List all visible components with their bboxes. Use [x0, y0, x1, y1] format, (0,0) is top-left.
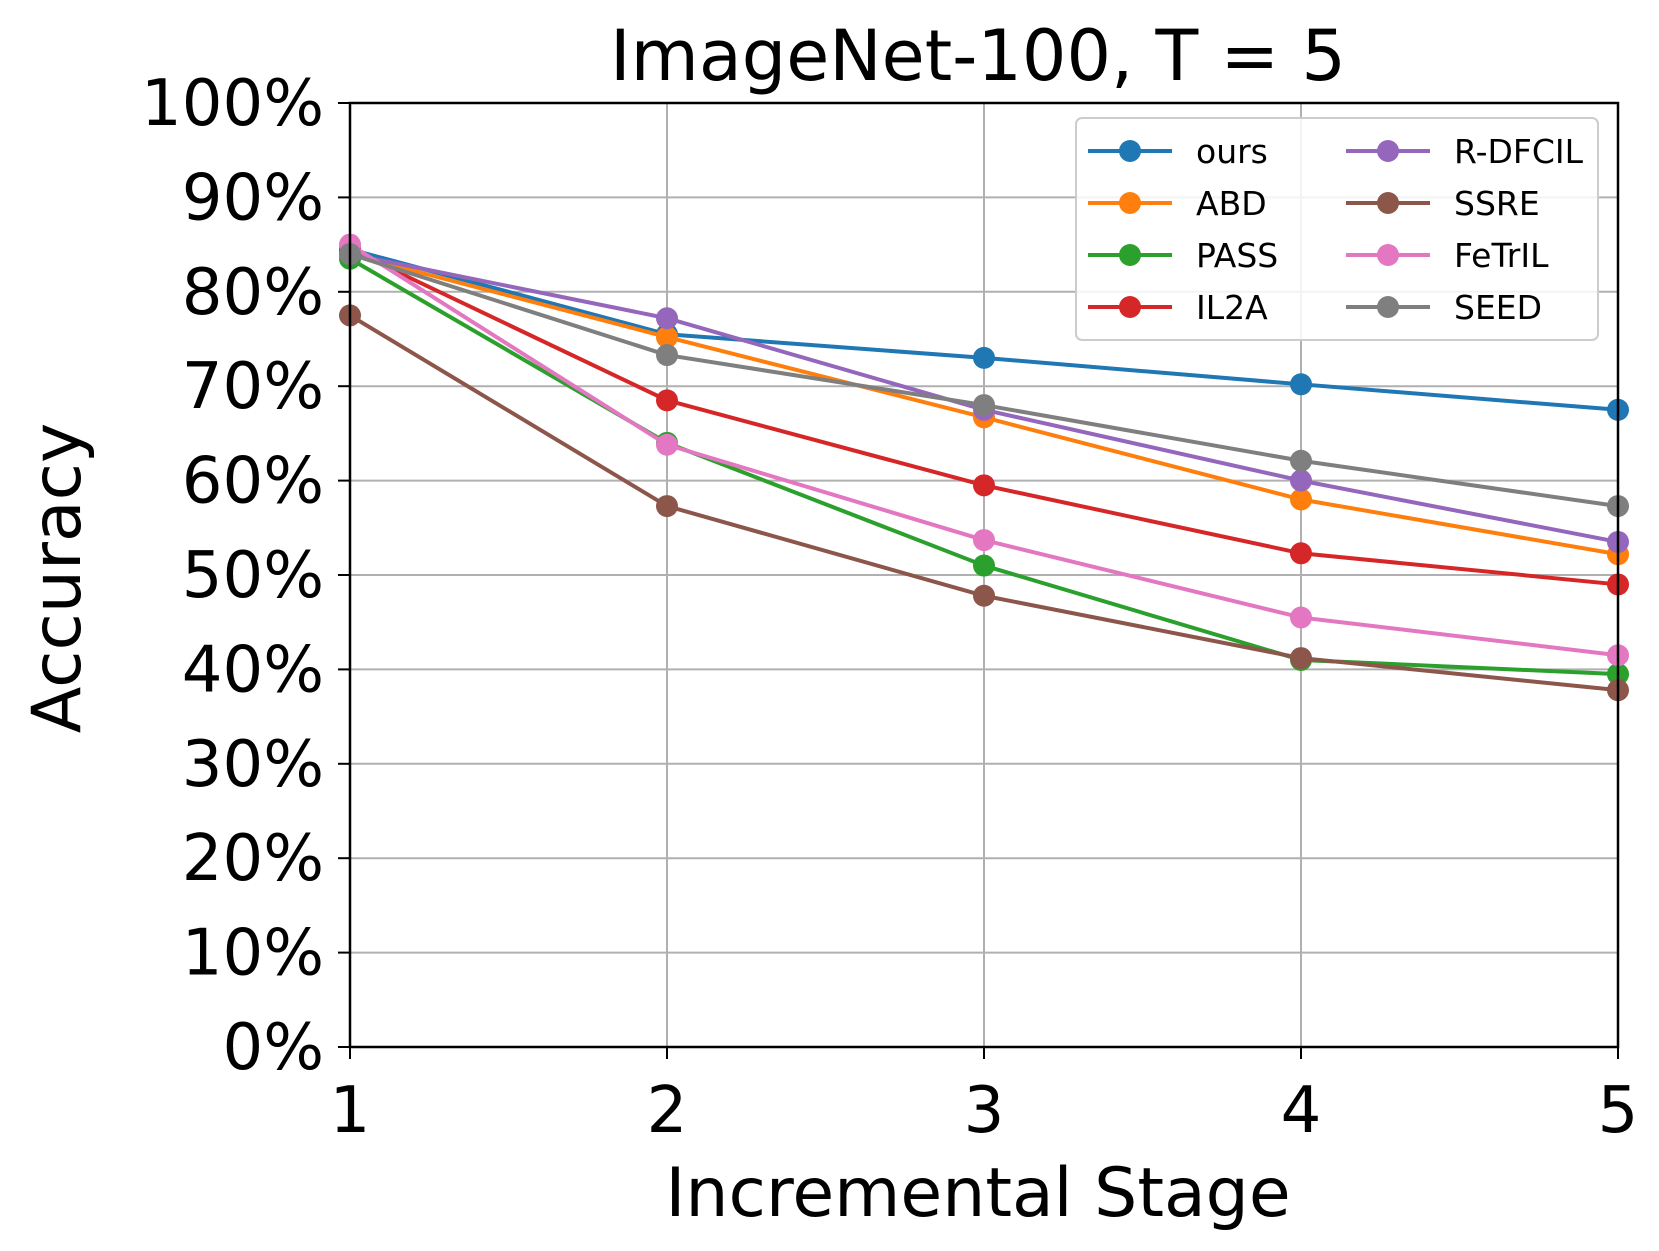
legend-label: ours	[1196, 132, 1268, 171]
data-point	[1290, 647, 1312, 670]
data-point	[973, 584, 995, 607]
data-point	[656, 389, 678, 412]
legend-marker	[1377, 192, 1399, 214]
legend-label: ABD	[1196, 184, 1267, 223]
series-ssre	[339, 304, 1629, 702]
legend-item: FeTrIL	[1346, 236, 1549, 275]
y-tick-label: 60%	[182, 445, 324, 519]
y-axis-label: Accuracy	[18, 423, 97, 733]
data-point	[656, 433, 678, 456]
y-tick-label: 70%	[182, 350, 324, 424]
legend-label: SSRE	[1454, 184, 1540, 223]
y-tick-label: 40%	[182, 633, 324, 707]
x-tick-label: 5	[1598, 1074, 1639, 1148]
axis-ticks: 0% 10% 20% 30% 40% 50% 60% 70% 80% 90% 100% 1 2 3 4 5	[141, 67, 1638, 1148]
x-tick-label: 1	[330, 1074, 371, 1148]
data-point	[1290, 488, 1312, 511]
x-axis-label: Incremental Stage	[665, 1154, 1290, 1233]
legend-marker	[1377, 296, 1399, 318]
data-point	[973, 554, 995, 577]
data-point	[656, 326, 678, 349]
legend-item: ABD	[1088, 184, 1267, 223]
data-point	[1290, 542, 1312, 565]
x-tick-label: 4	[1281, 1074, 1322, 1148]
legend: ours ABD PASS IL2A R-DFCIL SSRE FeTrIL SEED	[1075, 117, 1599, 341]
y-tick-label: 80%	[182, 256, 324, 330]
data-point	[973, 529, 995, 552]
legend-item: SEED	[1346, 288, 1542, 327]
data-point	[1290, 469, 1312, 492]
legend-marker	[1377, 140, 1399, 162]
series-fetril	[339, 233, 1629, 667]
legend-marker	[1119, 140, 1141, 162]
legend-label: IL2A	[1196, 288, 1268, 327]
data-point	[1290, 449, 1312, 472]
legend-label: SEED	[1454, 288, 1542, 327]
legend-label: PASS	[1196, 236, 1278, 275]
legend-marker	[1119, 296, 1141, 318]
legend-marker	[1119, 244, 1141, 266]
y-tick-label: 20%	[182, 822, 324, 896]
series-group	[339, 233, 1629, 702]
y-tick-label: 100%	[141, 67, 324, 141]
data-point	[1290, 373, 1312, 396]
y-tick-label: 30%	[182, 728, 324, 802]
data-point	[973, 394, 995, 417]
legend-marker	[1119, 192, 1141, 214]
legend-box	[1075, 117, 1599, 341]
data-point	[656, 344, 678, 367]
data-point	[1290, 606, 1312, 629]
legend-item: PASS	[1088, 236, 1278, 275]
legend-label: R-DFCIL	[1454, 132, 1584, 171]
chart-title: ImageNet-100, T = 5	[610, 15, 1346, 97]
legend-marker	[1377, 244, 1399, 266]
legend-item: R-DFCIL	[1346, 132, 1584, 171]
legend-item: ours	[1088, 132, 1268, 171]
legend-item: SSRE	[1346, 184, 1540, 223]
y-tick-label: 90%	[182, 161, 324, 235]
y-tick-label: 50%	[182, 539, 324, 613]
y-tick-label: 10%	[182, 917, 324, 991]
data-point	[973, 474, 995, 497]
data-point	[656, 495, 678, 518]
legend-item: IL2A	[1088, 288, 1268, 327]
data-point	[656, 307, 678, 330]
x-tick-label: 2	[647, 1074, 688, 1148]
data-point	[973, 346, 995, 369]
x-tick-label: 3	[964, 1074, 1005, 1148]
y-tick-label: 0%	[222, 1011, 324, 1085]
plot-frame	[348, 101, 1620, 1049]
legend-label: FeTrIL	[1454, 236, 1549, 275]
